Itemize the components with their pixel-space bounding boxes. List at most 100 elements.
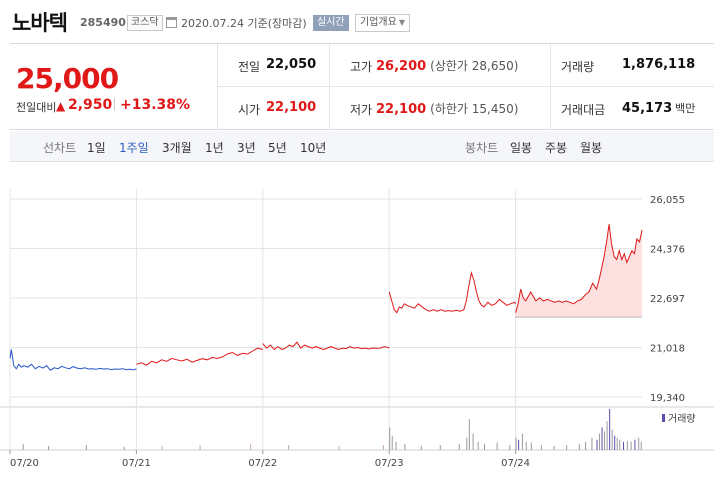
x-tick-label: 07/20 xyxy=(10,458,39,469)
area-fill-0724 xyxy=(515,224,642,318)
lower-limit: (하한가 15,450) xyxy=(430,102,519,116)
price-line-0724 xyxy=(515,224,643,313)
volume-bar xyxy=(623,441,625,450)
change-percent: +13.38% xyxy=(120,97,191,113)
volume-bar xyxy=(616,437,618,450)
low-group: 22,100 (하한가 15,450) xyxy=(376,100,518,117)
volume-bar xyxy=(591,437,593,450)
y-tick-label: 21,018 xyxy=(650,344,685,355)
realtime-button[interactable]: 실시간 xyxy=(313,15,349,31)
tab-daily-candle[interactable]: 일봉 xyxy=(510,141,533,155)
tab-3month[interactable]: 3개월 xyxy=(162,141,192,155)
prev-close-cell: 전일 22,050 xyxy=(218,44,330,87)
chevron-down-icon: ▼ xyxy=(398,18,405,27)
volume-bar xyxy=(466,437,468,450)
low-cell: 저가 22,100 (하한가 15,450) xyxy=(330,87,551,130)
change-amount: 2,950 xyxy=(68,97,113,113)
candle-chart-label: 봉차트 xyxy=(465,141,499,155)
volume-bar xyxy=(468,419,470,450)
volume-bar xyxy=(640,441,642,450)
volume-bar xyxy=(515,437,517,450)
volume-bar xyxy=(596,439,598,450)
tab-weekly-candle[interactable]: 주봉 xyxy=(545,141,568,155)
prev-close-label: 전일 xyxy=(238,60,261,74)
tab-1year[interactable]: 1년 xyxy=(205,141,224,155)
chart-tab-bar: 선차트 1일 1주일 3개월 1년 3년 5년 10년 봉차트 일봉 주봉 월봉 xyxy=(10,131,714,162)
volume-bar xyxy=(288,445,290,450)
high-group: 26,200 (상한가 28,650) xyxy=(376,57,518,74)
volume-bar xyxy=(606,421,608,450)
tab-3year[interactable]: 3년 xyxy=(237,141,256,155)
volume-bar xyxy=(619,439,621,450)
y-tick-label: 22,697 xyxy=(650,294,685,305)
volume-bar xyxy=(566,445,568,450)
high-cell: 고가 26,200 (상한가 28,650) xyxy=(330,44,551,87)
low-value: 22,100 xyxy=(376,102,427,117)
x-tick-label: 07/22 xyxy=(248,458,277,469)
volume-bar xyxy=(578,443,580,450)
price-summary: 25,000 전일대비 ▲ 2,950 +13.38% 전일 22,050 고가… xyxy=(10,43,714,130)
stock-header: 노바텍 285490 코스닥 2020.07.24 기준(장마감) 실시간 기업… xyxy=(0,0,714,40)
volume-cell: 거래량 1,876,118 xyxy=(551,44,714,87)
high-label: 고가 xyxy=(350,60,373,74)
tab-monthly-candle[interactable]: 월봉 xyxy=(580,141,603,155)
volume-bar xyxy=(601,427,603,450)
volume-bar xyxy=(553,445,555,450)
stock-name: 노바텍 xyxy=(12,11,68,35)
market-badge: 코스닥 xyxy=(127,15,163,31)
price-chart: 26,055 24,376 22,697 21,018 19,340 07/20 07/21… xyxy=(0,189,714,469)
volume-bar xyxy=(599,433,601,450)
volume-value: 1,876,118 xyxy=(622,57,696,72)
low-label: 저가 xyxy=(350,103,373,117)
volume-legend-swatch xyxy=(662,414,665,422)
company-overview-dropdown[interactable]: 기업개요 ▼ xyxy=(355,14,410,32)
volume-bar xyxy=(161,445,163,450)
current-price: 25,000 xyxy=(16,62,119,95)
price-line-0722 xyxy=(262,341,390,351)
trade-value-group: 45,173 백만 xyxy=(622,100,695,116)
volume-bar xyxy=(585,441,587,450)
volume-bar xyxy=(472,433,474,450)
high-value: 26,200 xyxy=(376,59,427,74)
volume-bar xyxy=(22,443,24,450)
x-tick-label: 07/21 xyxy=(122,458,151,469)
volume-bar xyxy=(338,445,340,450)
volume-bar xyxy=(609,409,611,450)
volume-bar xyxy=(604,431,606,450)
trade-value-unit: 백만 xyxy=(675,102,696,115)
volume-bar xyxy=(391,435,393,450)
volume-bar xyxy=(496,442,498,450)
volume-bar xyxy=(395,441,397,450)
tab-5year[interactable]: 5년 xyxy=(268,141,287,155)
x-tick-label: 07/24 xyxy=(501,458,530,469)
calendar-icon xyxy=(166,17,177,28)
volume-bar xyxy=(458,443,460,450)
volume-bar xyxy=(540,445,542,450)
trade-value-cell: 거래대금 45,173 백만 xyxy=(551,87,714,130)
volume-bar xyxy=(123,446,125,450)
price-line-0721 xyxy=(136,347,263,366)
trade-value-label: 거래대금 xyxy=(561,103,606,117)
volume-bar xyxy=(439,445,441,450)
volume-bar xyxy=(634,439,636,450)
volume-bar xyxy=(525,441,527,450)
volume-bar xyxy=(521,433,523,450)
tab-10year[interactable]: 10년 xyxy=(300,141,327,155)
volume-bar xyxy=(382,445,384,450)
tab-1day[interactable]: 1일 xyxy=(87,141,106,155)
volume-bar xyxy=(85,445,87,450)
volume-label: 거래량 xyxy=(561,60,595,74)
y-tick-label: 26,055 xyxy=(650,195,685,206)
volume-bar xyxy=(638,437,640,450)
open-label: 시가 xyxy=(238,103,261,117)
trade-value: 45,173 xyxy=(622,101,673,116)
volume-bar xyxy=(630,441,632,450)
volume-bar xyxy=(614,435,616,450)
volume-bar xyxy=(389,427,391,450)
volume-bar xyxy=(404,443,406,450)
tab-1week[interactable]: 1주일 xyxy=(119,141,149,155)
open-value: 22,100 xyxy=(266,100,317,115)
volume-bar xyxy=(199,445,201,450)
x-tick-label: 07/23 xyxy=(375,458,404,469)
volume-bar xyxy=(530,442,532,450)
